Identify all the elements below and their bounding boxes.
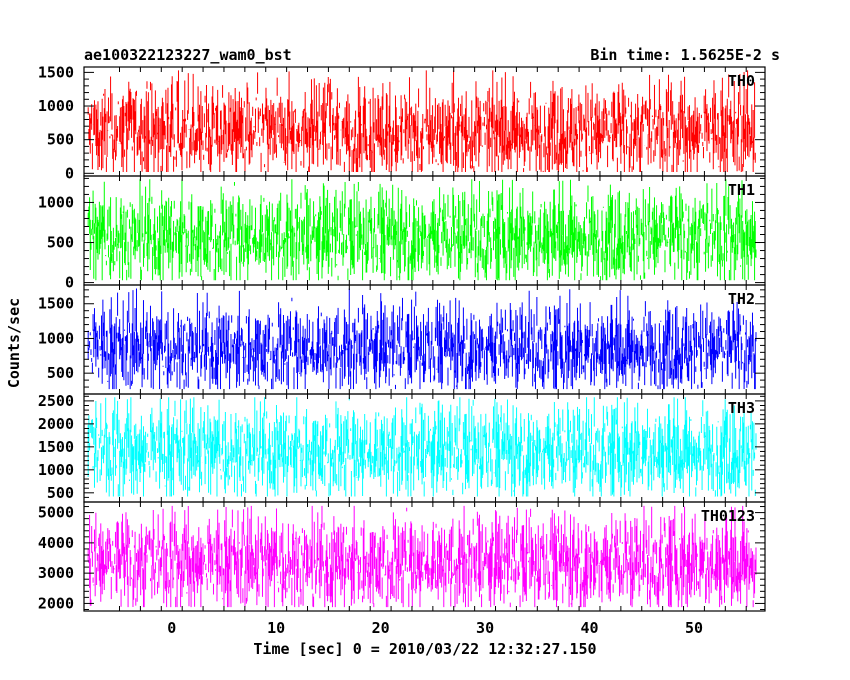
y-tick-label: 4000: [38, 534, 74, 552]
panel-th2: 500 1000 1500 TH2: [38, 284, 766, 395]
y-tick-label: 1500: [38, 295, 74, 313]
y-axis-label: Counts/sec: [5, 298, 23, 388]
panel-th3: 500 1000 1500 2000 2500 TH3: [38, 392, 766, 503]
y-tick-label: 500: [47, 234, 74, 252]
y-tick-label: 500: [47, 484, 74, 502]
series-line-th0123: [87, 505, 757, 608]
panel-th1: 0 500 1000 TH1: [38, 175, 766, 292]
y-tick-label: 3000: [38, 564, 74, 582]
x-tick-label: 0: [167, 619, 176, 637]
chart-title: ae100322123227_wam0_bst: [84, 46, 292, 64]
y-tick-label: 0: [65, 164, 74, 182]
y-tick-label: 5000: [38, 504, 74, 522]
series-line-th0: [87, 70, 756, 172]
x-tick-label: 20: [372, 619, 390, 637]
y-tick-label: 2000: [38, 594, 74, 612]
x-tick-label: 40: [580, 619, 598, 637]
panel-th0: 0 500 1000 1500 TH0: [38, 63, 766, 182]
y-tick-label: 1000: [38, 461, 74, 479]
y-tick-label: 1500: [38, 438, 74, 456]
panel-th0123: 2000 3000 4000 5000 TH0123: [38, 501, 766, 612]
series-line-th1: [87, 179, 757, 281]
y-tick-label: 1000: [38, 329, 74, 347]
panel-label-th3: TH3: [728, 399, 755, 417]
panel-label-th2: TH2: [728, 290, 755, 308]
x-tick-label: 10: [267, 619, 285, 637]
y-tick-label: 2500: [38, 392, 74, 410]
y-tick-label: 2000: [38, 415, 74, 433]
panel-label-th0: TH0: [728, 72, 755, 90]
x-tick-label: 30: [476, 619, 494, 637]
y-tick-label: 500: [47, 364, 74, 382]
x-axis-label: Time [sec] 0 = 2010/03/22 12:32:27.150: [253, 640, 596, 658]
y-tick-label: 500: [47, 131, 74, 149]
panel-label-th0123: TH0123: [701, 507, 755, 525]
y-tick-label: 1000: [38, 97, 74, 115]
series-line-th3: [87, 397, 757, 497]
y-tick-label: 1000: [38, 193, 74, 211]
bin-time-label: Bin time: 1.5625E-2 s: [590, 46, 780, 64]
x-tick-label: 50: [685, 619, 703, 637]
y-tick-label: 0: [65, 274, 74, 292]
y-tick-label: 1500: [38, 63, 74, 81]
series-line-th2: [87, 288, 757, 390]
panel-frame: [83, 501, 766, 612]
panel-label-th1: TH1: [728, 181, 755, 199]
